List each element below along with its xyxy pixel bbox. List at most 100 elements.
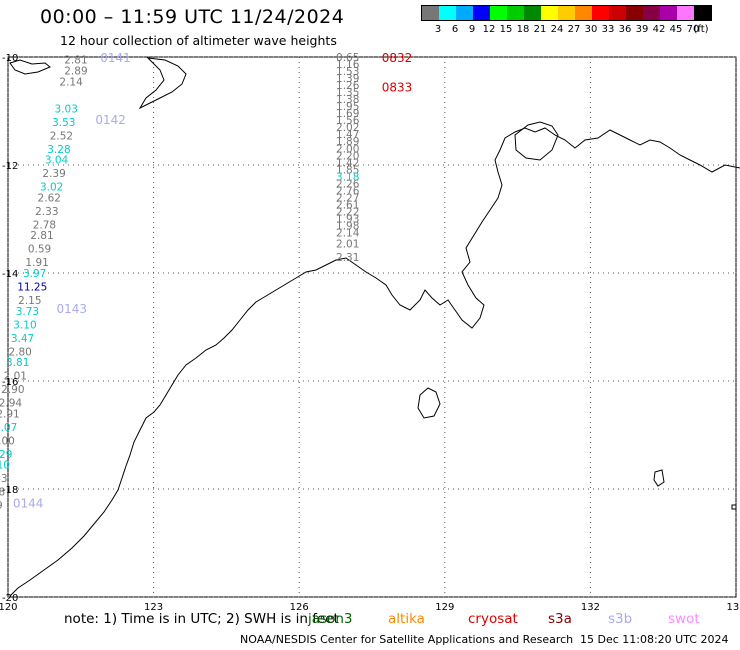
wave-height-label: 3.18 xyxy=(336,171,359,183)
wave-height-label: 2.89 xyxy=(64,66,87,78)
lon-tick-label: 129 xyxy=(435,602,454,610)
colorbar-swatch xyxy=(541,6,558,20)
colorbar-label: 39 xyxy=(635,24,649,35)
lat-tick-label: -10 xyxy=(2,53,18,64)
wave-height-label: 2.01 xyxy=(336,238,359,250)
colorbar-swatch xyxy=(592,6,609,20)
colorbar-swatch xyxy=(507,6,524,20)
footer-timestamp: 15 Dec 11:08:20 UTC 2024 xyxy=(580,633,729,646)
pass-time-label: 0142 xyxy=(95,113,126,127)
colorbar-label: 12 xyxy=(482,24,496,35)
colorbar-label: 30 xyxy=(584,24,598,35)
colorbar-label: 6 xyxy=(451,24,459,35)
colorbar-legend: 3 6 9 12 15 18 21 24 27 30 33 36 39 42 45 70 (ft) xyxy=(421,5,712,38)
wave-height-label: 2.22 xyxy=(336,206,359,218)
page-subtitle: 12 hour collection of altimeter wave hei… xyxy=(60,33,337,48)
colorbar-label: 45 xyxy=(669,24,683,35)
coastline-islet xyxy=(731,504,737,510)
wave-height-values: 2.812.892.143.033.532.523.283.042.393.02… xyxy=(0,52,360,526)
wave-height-label: 3.03 xyxy=(55,103,78,115)
wave-height-label: 2.14 xyxy=(59,76,83,88)
coastline-island-gulf xyxy=(417,387,441,419)
axis-labels: 120 123 126 129 132 135 -10 -12 -14 -16 -18 -20 xyxy=(0,53,740,610)
colorbar-swatch xyxy=(626,6,643,20)
pass-time-label: 0833 xyxy=(382,81,413,95)
wave-height-label: 1.38 xyxy=(336,94,359,106)
wave-height-label: 3.28 xyxy=(47,144,70,156)
wave-height-label: 1.56 xyxy=(336,115,360,127)
wave-height-label: 2.20 xyxy=(336,150,359,162)
wave-height-label: 2.00 xyxy=(336,143,359,155)
lat-tick-label: -20 xyxy=(2,593,18,604)
wave-height-label: 3.07 xyxy=(0,422,17,434)
wave-height-label: 3.02 xyxy=(40,182,63,194)
wave-height-label: 2.52 xyxy=(50,130,73,142)
colorbar-swatch xyxy=(677,6,694,20)
pass-time-label: 0143 xyxy=(57,302,88,316)
colorbar-swatch xyxy=(439,6,456,20)
lon-tick-label: 132 xyxy=(581,602,600,610)
pass-time-label: 0832 xyxy=(382,51,413,65)
satellite-legend-jason3: jason3 xyxy=(308,611,353,627)
wave-height-label: 2.80 xyxy=(8,346,31,358)
wave-height-label: 2.61 xyxy=(336,199,359,211)
wave-height-label: 1.16 xyxy=(336,59,360,71)
satellite-legend-altika: altika xyxy=(388,611,425,627)
wave-height-label: 3.04 xyxy=(45,155,69,167)
wave-height-label: 2.27 xyxy=(336,192,359,204)
pass-time-label: 0141 xyxy=(100,51,131,65)
colorbar-swatch xyxy=(490,6,507,20)
colorbar-label: 3 xyxy=(434,24,442,35)
wave-height-label: 2.62 xyxy=(38,192,61,204)
coastline xyxy=(9,57,740,597)
lat-tick-label: -16 xyxy=(2,377,18,388)
wave-height-label: 1.98 xyxy=(336,220,359,232)
wave-height-label: 3.10 xyxy=(0,460,10,472)
satellite-legend-s3b: s3b xyxy=(608,611,633,627)
colorbar-label: 21 xyxy=(533,24,547,35)
colorbar-label: 9 xyxy=(468,24,476,35)
coastline-mainland xyxy=(9,127,740,597)
wave-height-label: 1.42 xyxy=(336,157,359,169)
colorbar-swatch xyxy=(524,6,541,20)
satellite-legend-cryosat: cryosat xyxy=(468,611,518,627)
wave-height-label: 1.69 xyxy=(0,500,3,512)
wave-height-label: 1.53 xyxy=(336,66,359,78)
wave-height-label: 1.39 xyxy=(336,73,359,85)
wave-height-label: 1.85 xyxy=(336,164,359,176)
wave-height-label: 0.65 xyxy=(336,52,359,64)
colorbar-label: 42 xyxy=(652,24,666,35)
colorbar-swatch xyxy=(643,6,660,20)
colorbar-swatch xyxy=(456,6,473,20)
satellite-legend-swot: swot xyxy=(668,611,700,627)
wave-height-label: 2.78 xyxy=(33,219,56,231)
colorbar-label: (ft) xyxy=(693,24,709,35)
wave-height-label: 2.28 xyxy=(0,487,5,499)
page-title: 00:00 – 11:59 UTC 11/24/2024 xyxy=(40,6,345,28)
colorbar-swatch xyxy=(609,6,626,20)
wave-height-label: 2.01 xyxy=(4,371,27,383)
wave-height-label: 1.26 xyxy=(336,80,360,92)
lat-tick-label: -12 xyxy=(2,161,18,172)
wave-height-label: 3.10 xyxy=(13,319,36,331)
wave-height-label: 2.02 xyxy=(336,122,359,134)
wave-height-label: 3.97 xyxy=(23,268,46,280)
pass-time-labels: 0141 0142 0143 0144 0832 0833 xyxy=(13,51,412,511)
colorbar-swatch xyxy=(422,6,439,20)
pass-time-label: 0144 xyxy=(13,497,44,511)
wave-height-label: 1.69 xyxy=(336,108,359,120)
wave-height-label: 2.39 xyxy=(42,168,65,180)
colorbar-swatch xyxy=(660,6,677,20)
lon-tick-label: 135 xyxy=(726,602,740,610)
lon-tick-label: 123 xyxy=(144,602,163,610)
wave-height-label: 3.81 xyxy=(6,357,29,369)
wave-height-label: 2.43 xyxy=(0,473,8,485)
wave-height-map: 2.812.892.143.033.532.523.283.042.393.02… xyxy=(0,51,740,610)
coastline-island-east xyxy=(514,121,559,161)
lat-tick-label: -18 xyxy=(2,485,18,496)
wave-height-label: 1.91 xyxy=(25,257,48,269)
colorbar-swatches xyxy=(421,5,712,21)
lat-tick-label: -14 xyxy=(2,269,18,280)
wave-height-label: 1.89 xyxy=(336,136,359,148)
colorbar-swatch xyxy=(558,6,575,20)
